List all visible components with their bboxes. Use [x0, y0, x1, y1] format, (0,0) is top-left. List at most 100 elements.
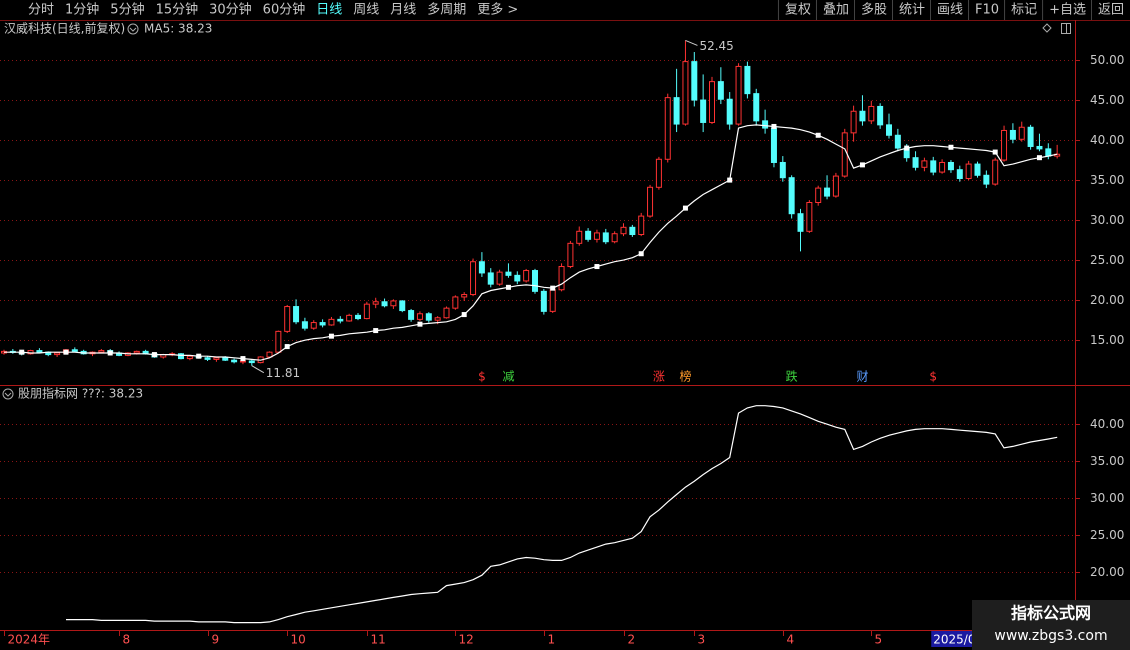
- candle-body: [611, 233, 618, 243]
- candle-body: [319, 322, 326, 326]
- candle-body: [540, 290, 547, 312]
- period-tab[interactable]: 更多 >: [477, 2, 518, 18]
- y-tick-label: 40.00: [1090, 133, 1124, 147]
- candle-body: [284, 306, 291, 332]
- candle-body: [992, 159, 999, 185]
- cursor-label: 2025/05: [933, 633, 983, 647]
- toolbar-button[interactable]: +自选: [1049, 3, 1086, 18]
- low-arrow: [251, 365, 265, 374]
- toolbar-button[interactable]: F10: [975, 3, 999, 18]
- candle-body: [204, 357, 211, 360]
- candle-body: [461, 294, 468, 298]
- candle-body: [868, 105, 875, 122]
- candle-body: [372, 301, 379, 305]
- y-tick-label: 20.00: [1090, 565, 1124, 579]
- candle-body: [797, 213, 804, 232]
- toolbar-button[interactable]: 统计: [899, 3, 925, 18]
- period-tab[interactable]: 月线: [390, 3, 416, 18]
- event-marker[interactable]: 财: [856, 370, 868, 384]
- ma-marker: [196, 353, 202, 359]
- candle-body: [886, 124, 892, 136]
- toolbar-button[interactable]: 返回: [1098, 3, 1124, 18]
- candle-body: [629, 226, 636, 236]
- plot-layer: 15.00 20.00 25.00 30.00 35.00 40.00 45.00 50.00…: [0, 39, 1124, 647]
- ma-marker: [240, 356, 246, 362]
- candle-body: [726, 98, 733, 125]
- y-tick-label: 20.00: [1090, 293, 1124, 307]
- candle-body: [478, 261, 485, 274]
- candle-body: [1045, 148, 1052, 157]
- toolbar-button[interactable]: 复权: [785, 2, 811, 18]
- candle-body: [186, 355, 193, 360]
- candle-body: [753, 93, 760, 122]
- event-marker[interactable]: 榜: [679, 369, 691, 384]
- period-tab[interactable]: 1分钟: [65, 2, 99, 18]
- candle-body: [1009, 129, 1016, 140]
- candle-body: [399, 300, 406, 312]
- low-label: 11.81: [266, 366, 300, 380]
- period-tab[interactable]: 5分钟: [110, 2, 144, 18]
- event-marker[interactable]: $: [478, 370, 486, 384]
- toolbar-button[interactable]: 画线: [937, 3, 963, 18]
- indicator-toggle-icon[interactable]: [2, 388, 14, 400]
- diamond-icon[interactable]: [1042, 23, 1052, 33]
- period-tab[interactable]: 日线: [316, 3, 342, 18]
- candle-body: [974, 163, 981, 176]
- period-tab[interactable]: 分时: [28, 3, 54, 18]
- candle-body: [832, 175, 839, 197]
- candle-body: [452, 296, 459, 309]
- candle-body: [912, 157, 919, 168]
- candle-body: [36, 350, 43, 353]
- candle-body: [558, 266, 565, 291]
- candle-body: [416, 313, 423, 320]
- candle-body: [850, 110, 857, 134]
- period-tab[interactable]: 多周期: [427, 2, 466, 18]
- candle-body: [523, 270, 530, 282]
- ma-toggle-icon[interactable]: [127, 23, 139, 35]
- toolbar-button[interactable]: 多股: [861, 2, 887, 18]
- window-icon[interactable]: [1061, 23, 1071, 34]
- period-tab[interactable]: 30分钟: [209, 2, 252, 18]
- candle-body: [301, 321, 308, 329]
- candle-body: [505, 271, 512, 276]
- candle-body: [717, 81, 724, 100]
- candle-body: [178, 353, 184, 360]
- event-marker[interactable]: 涨: [653, 369, 665, 384]
- candle-body: [770, 127, 777, 163]
- period-tab[interactable]: 15分钟: [156, 2, 199, 18]
- ma-marker: [992, 149, 998, 155]
- ma-marker: [859, 162, 865, 168]
- x-tick-label: 11: [371, 633, 386, 647]
- candle-body: [841, 132, 848, 177]
- period-tab[interactable]: 60分钟: [263, 2, 306, 18]
- candle-body: [664, 97, 671, 160]
- candle-body: [673, 97, 680, 125]
- candle-body: [239, 360, 246, 363]
- x-tick-label: 1: [548, 633, 556, 647]
- ma-marker: [594, 264, 600, 270]
- y-tick-label: 15.00: [1090, 333, 1124, 347]
- y-tick-label: 30.00: [1090, 213, 1124, 227]
- ma-marker: [727, 177, 733, 183]
- candle-body: [293, 306, 300, 323]
- ma-marker: [904, 145, 910, 151]
- candle-body: [815, 187, 822, 203]
- event-marker[interactable]: $: [929, 370, 937, 384]
- y-tick-label: 50.00: [1090, 53, 1124, 67]
- event-marker[interactable]: 跌: [786, 369, 798, 384]
- candle-body: [275, 330, 282, 353]
- event-marker[interactable]: 减: [502, 370, 514, 384]
- watermark-box: [972, 600, 1130, 650]
- candle-body: [947, 161, 954, 171]
- period-tab[interactable]: 周线: [353, 3, 379, 18]
- x-tick-label: 10: [291, 633, 306, 647]
- candle-body: [133, 350, 140, 354]
- ma-marker: [682, 205, 688, 211]
- toolbar-button[interactable]: 叠加: [823, 3, 849, 18]
- toolbar-button[interactable]: 标记: [1011, 3, 1037, 18]
- candle-body: [231, 359, 238, 363]
- watermark-url: www.zbgs3.com: [994, 628, 1107, 644]
- candle-body: [408, 310, 415, 320]
